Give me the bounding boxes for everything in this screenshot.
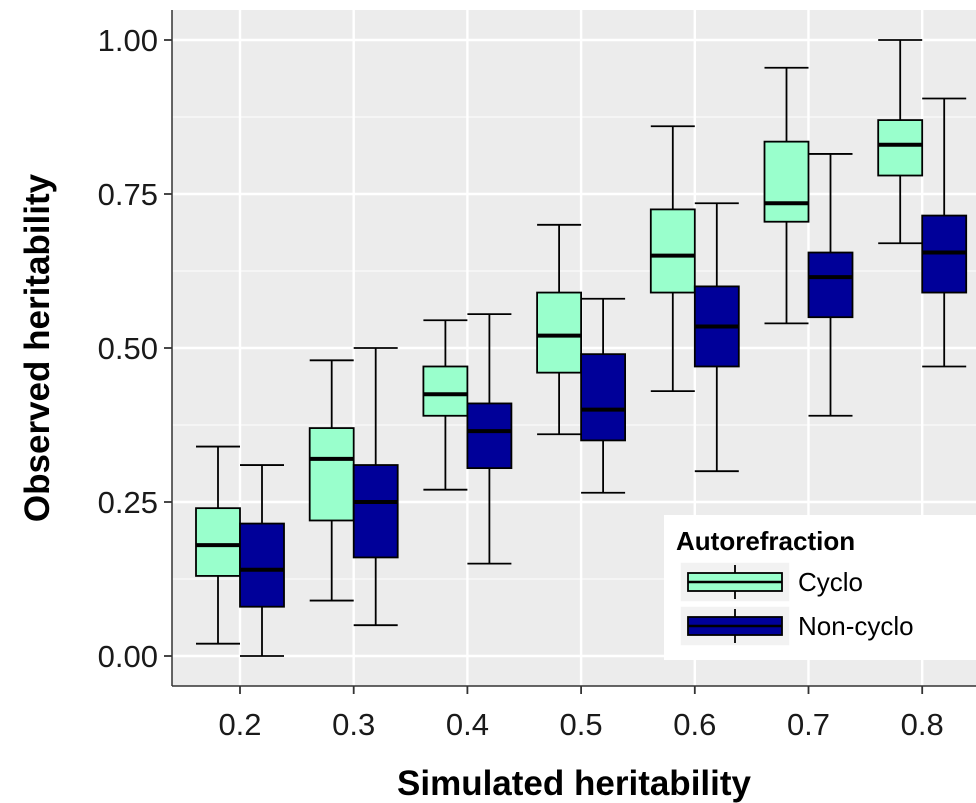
legend-item-cyclo: Cyclo	[679, 561, 863, 603]
box-non-cyclo-1	[352, 347, 399, 627]
box-non-cyclo-6	[921, 97, 968, 368]
box-cyclo-2	[422, 319, 469, 491]
x-tick-label: 0.6	[673, 707, 716, 742]
legend-keys: Cyclo Non-cyclo	[679, 561, 914, 647]
x-tick-label: 0.4	[446, 707, 489, 742]
y-tick-label: 0.25	[98, 485, 158, 520]
x-tick-label: 0.8	[901, 707, 944, 742]
box-cyclo-3	[536, 223, 582, 436]
box-body	[422, 365, 469, 417]
box-body	[536, 291, 582, 374]
box-layer	[195, 39, 968, 657]
box-body	[763, 140, 810, 223]
x-axis-title: Simulated heritability	[397, 764, 751, 803]
box-body	[877, 119, 924, 177]
x-tick-label: 0.5	[560, 707, 603, 742]
x-tick-label: 0.7	[787, 707, 830, 742]
box-non-cyclo-3	[580, 297, 626, 494]
box-body	[195, 507, 241, 577]
y-tick-label: 0.75	[98, 177, 158, 212]
box-non-cyclo-5	[807, 153, 854, 417]
box-non-cyclo-4	[693, 202, 740, 473]
y-tick-label: 0.00	[98, 639, 158, 674]
y-tick-label: 1.00	[98, 23, 158, 58]
y-tick-label: 0.50	[98, 331, 158, 366]
box-cyclo-6	[877, 39, 924, 245]
box-body	[308, 427, 355, 522]
box-non-cyclo-0	[239, 464, 285, 657]
box-cyclo-0	[195, 445, 241, 645]
box-cyclo-5	[763, 66, 810, 325]
x-tick-label: 0.3	[332, 707, 375, 742]
axes: 0.00 0.25 0.50 0.75 1.00 0.2 0.3 0.4 0.5 0.6 0.7 0.…	[98, 10, 976, 742]
legend-label: Cyclo	[798, 567, 863, 597]
legend: Autorefraction Cyclo Non-cyclo	[664, 515, 976, 660]
box-non-cyclo-2	[466, 313, 513, 565]
y-axis-title: Observed heritability	[18, 173, 57, 522]
legend-label: Non-cyclo	[798, 611, 914, 641]
box-cyclo-4	[649, 125, 696, 393]
box-body	[239, 522, 285, 608]
box-body	[466, 402, 513, 470]
box-body	[649, 208, 696, 294]
box-body	[807, 251, 854, 319]
box-cyclo-1	[308, 359, 355, 602]
box-body	[352, 464, 399, 559]
x-tick-label: 0.2	[218, 707, 261, 742]
legend-item-non-cyclo: Non-cyclo	[679, 605, 914, 647]
box-body	[580, 353, 626, 442]
legend-title: Autorefraction	[676, 526, 855, 556]
